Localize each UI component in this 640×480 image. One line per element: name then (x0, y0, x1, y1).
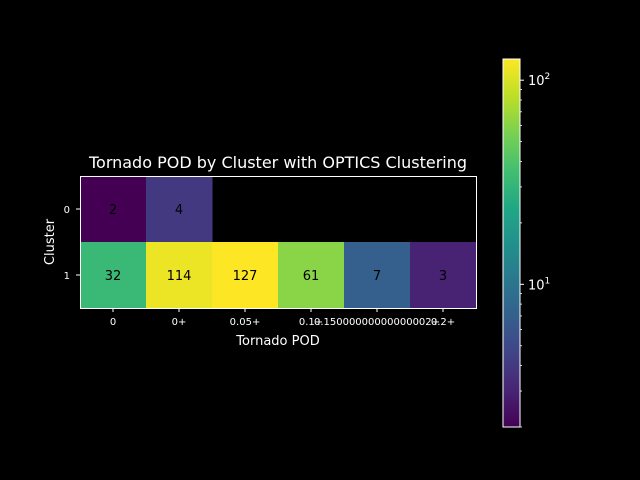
heatmap-cells: 2 4 32 114 127 61 7 3 (80, 176, 477, 309)
colorbar-gradient (503, 59, 520, 427)
cell-value-label: 32 (105, 269, 122, 284)
x-tick-label: 0.15000000000000002+ (314, 317, 440, 328)
x-tick-label: 0+ (172, 317, 187, 328)
heatmap-cell (80, 242, 147, 309)
heatmap-cell (278, 242, 345, 309)
heatmap-cell (344, 242, 411, 309)
heatmap-cell (410, 242, 477, 309)
cell-value-label: 114 (167, 269, 192, 284)
x-tick-label: 0.1+ (299, 317, 323, 328)
colorbar-tick-label: 101 (528, 276, 550, 293)
cell-value-label: 127 (233, 269, 258, 284)
cell-value-label: 3 (439, 269, 447, 284)
y-axis-label: Cluster (43, 218, 58, 265)
cell-value-label: 4 (175, 203, 183, 218)
x-axis-label: Tornado POD (235, 334, 319, 349)
y-tick-label: 0 (64, 205, 70, 216)
plot-frame (80, 176, 477, 309)
chart-title: Tornado POD by Cluster with OPTICS Clust… (88, 153, 467, 172)
x-axis-ticks: 0 0+ 0.05+ 0.1+0.15000000000000002+0.2+ (110, 308, 455, 328)
colorbar-tick-label: 102 (528, 72, 550, 89)
cell-value-label: 2 (109, 203, 117, 218)
y-axis-ticks: 01 (64, 205, 80, 282)
colorbar-ticks: 101 102 (520, 72, 550, 428)
x-tick-label: 0 (110, 317, 116, 328)
x-tick-label: 0.05+ (230, 317, 261, 328)
colorbar-frame (502, 58, 521, 428)
heatmap-cell (212, 242, 279, 309)
x-tick-label: 0.2+ (431, 317, 455, 328)
cell-value-label: 7 (373, 269, 381, 284)
heatmap-cell (146, 242, 213, 309)
heatmap-cell (80, 176, 147, 243)
y-tick-label: 1 (64, 271, 70, 282)
heatmap-cell (146, 176, 213, 243)
cell-value-label: 61 (303, 269, 320, 284)
